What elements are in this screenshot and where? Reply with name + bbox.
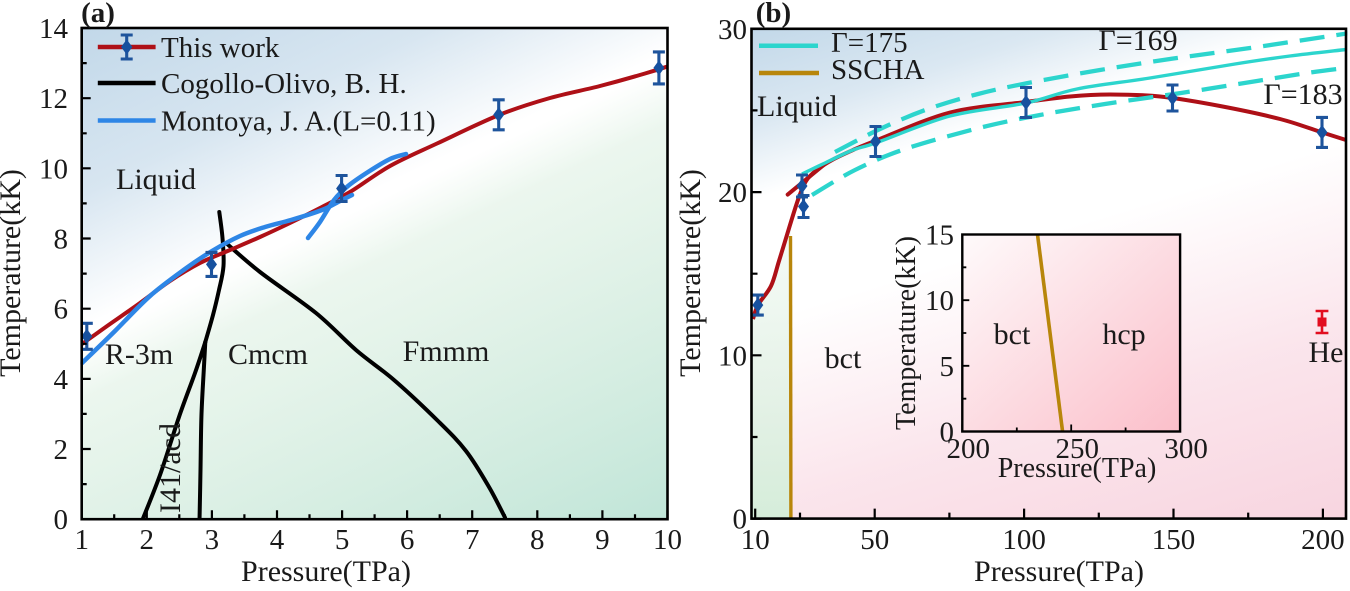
svg-text:4: 4 [270,524,285,556]
svg-text:200: 200 [947,433,991,465]
svg-text:Liquid: Liquid [757,90,837,123]
svg-text:Pressure(TPa): Pressure(TPa) [998,453,1157,484]
svg-text:Γ=175: Γ=175 [831,27,908,59]
svg-text:6: 6 [400,524,415,556]
svg-text:(b): (b) [756,0,791,29]
svg-text:9: 9 [595,524,610,556]
svg-text:10: 10 [653,524,682,556]
svg-text:bct: bct [825,342,862,375]
svg-text:Liquid: Liquid [116,163,196,196]
svg-text:0: 0 [54,504,69,536]
svg-text:Pressure(TPa): Pressure(TPa) [974,555,1144,588]
svg-text:10: 10 [39,153,68,185]
svg-text:4: 4 [54,364,69,396]
svg-text:Cmcm: Cmcm [228,338,308,371]
svg-text:1: 1 [74,524,89,556]
svg-text:150: 150 [1152,524,1196,556]
svg-text:5: 5 [335,524,350,556]
svg-text:5: 5 [940,351,955,383]
svg-text:Pressure(TPa): Pressure(TPa) [241,555,411,588]
svg-text:7: 7 [465,524,480,556]
svg-text:2: 2 [54,434,69,466]
svg-text:0: 0 [733,504,748,536]
svg-text:3: 3 [205,524,220,556]
svg-text:SSCHA: SSCHA [831,54,925,86]
svg-text:R-3m: R-3m [105,338,173,371]
svg-text:200: 200 [1301,524,1345,556]
svg-text:14: 14 [39,13,69,45]
svg-text:Montoya, J. A.(L=0.11): Montoya, J. A.(L=0.11) [161,106,436,138]
svg-text:Γ=183: Γ=183 [1263,78,1342,111]
svg-text:100: 100 [1002,524,1046,556]
svg-text:2: 2 [140,524,155,556]
svg-text:This work: This work [161,32,280,64]
svg-text:Temperature(kK): Temperature(kK) [0,169,27,377]
svg-text:10: 10 [718,340,747,372]
svg-text:(a): (a) [81,0,115,29]
svg-text:12: 12 [39,83,68,115]
svg-text:I41/acd: I41/acd [154,423,187,513]
svg-text:10: 10 [925,285,954,317]
svg-text:Fmmm: Fmmm [403,335,490,368]
svg-text:He: He [1309,336,1344,369]
svg-text:300: 300 [1164,433,1208,465]
svg-text:15: 15 [925,220,954,252]
svg-text:250: 250 [1055,433,1099,465]
svg-text:8: 8 [54,224,69,256]
svg-text:6: 6 [54,294,69,326]
svg-text:50: 50 [860,524,889,556]
svg-text:Γ=169: Γ=169 [1098,24,1177,57]
svg-text:10: 10 [741,524,770,556]
svg-text:Cogollo-Olivo, B. H.: Cogollo-Olivo, B. H. [161,68,407,100]
svg-text:20: 20 [718,177,747,209]
svg-text:8: 8 [530,524,545,556]
svg-text:bct: bct [994,318,1031,351]
svg-text:Temperature(kK): Temperature(kK) [674,169,707,377]
svg-text:Temperature(kK): Temperature(kK) [891,236,922,430]
svg-text:hcp: hcp [1102,318,1145,351]
svg-text:30: 30 [718,14,747,46]
svg-text:0: 0 [940,417,955,449]
